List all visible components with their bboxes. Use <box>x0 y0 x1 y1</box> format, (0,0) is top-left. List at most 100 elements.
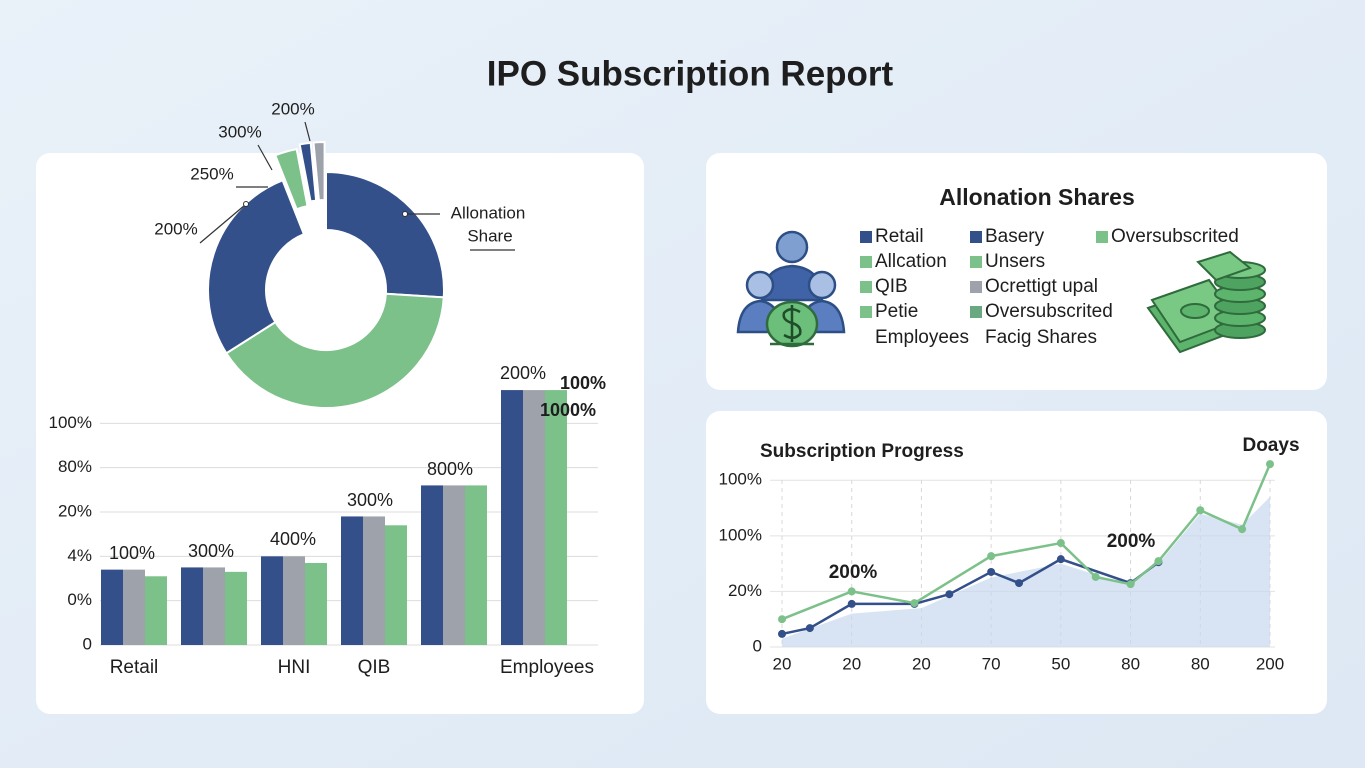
leader-line <box>199 204 246 244</box>
point <box>778 615 786 624</box>
bar <box>341 516 363 645</box>
point <box>987 567 996 576</box>
legend-swatch <box>860 281 872 293</box>
point <box>1126 580 1135 589</box>
y-tick-label: 4% <box>67 546 92 565</box>
y-tick-label: 0 <box>83 634 92 653</box>
bar <box>501 390 523 645</box>
annotation: 1000% <box>540 400 596 420</box>
bar <box>385 525 407 645</box>
x-tick-label: Employees <box>500 657 594 678</box>
legend-label: Oversubscrited <box>1111 226 1239 247</box>
people-icon <box>736 230 846 348</box>
legend-swatch <box>860 306 872 318</box>
annotation: 200% <box>1107 531 1156 552</box>
point <box>945 590 954 599</box>
legend-swatch <box>970 281 982 293</box>
annotation: 100% <box>560 373 606 393</box>
donut-slice <box>312 141 326 202</box>
x-tick-label: QIB <box>358 657 391 678</box>
x-tick-label: 20 <box>842 654 861 673</box>
point <box>1196 506 1205 515</box>
x-tick-label: 80 <box>1191 654 1210 673</box>
bar <box>363 516 385 645</box>
legend-label: Oversubscrited <box>985 301 1113 322</box>
legend-title: Allonation Shares <box>939 184 1135 210</box>
annotation: Doays <box>1242 435 1299 456</box>
x-tick-label: 50 <box>1051 654 1070 673</box>
legend-label: QIB <box>875 276 908 297</box>
point <box>1056 539 1065 548</box>
x-tick-label: 80 <box>1121 654 1140 673</box>
point <box>910 599 919 608</box>
x-tick-label: Retail <box>110 657 159 678</box>
point <box>847 599 856 608</box>
y-tick-label: 100% <box>719 525 762 544</box>
point <box>1015 579 1024 588</box>
x-tick-label: 200 <box>1256 654 1284 673</box>
y-tick-label: 0 <box>753 636 762 655</box>
annotation: 200% <box>154 219 197 238</box>
legend-swatch <box>1096 231 1108 243</box>
annotation: 300% <box>347 490 393 510</box>
annotation: 300% <box>188 541 234 561</box>
donut-slice <box>207 178 306 355</box>
bar <box>203 567 225 645</box>
bar <box>523 390 545 645</box>
x-tick-label: 20 <box>912 654 931 673</box>
annotation: 200% <box>500 363 546 383</box>
area <box>782 496 1270 647</box>
point <box>1056 555 1065 564</box>
point <box>1091 572 1100 581</box>
leader-dot <box>402 211 408 217</box>
bar <box>101 569 123 645</box>
donut-slice <box>274 147 309 211</box>
y-tick-label: 20% <box>58 501 92 520</box>
x-tick-label: 70 <box>982 654 1001 673</box>
annotation: 300% <box>218 122 261 141</box>
point <box>1154 557 1163 566</box>
bar <box>123 569 145 645</box>
point <box>847 587 856 596</box>
leader-dot <box>243 201 249 207</box>
donut-slice <box>325 170 445 299</box>
point <box>1238 525 1247 534</box>
legend-label: Allcation <box>875 251 947 272</box>
y-tick-label: 100% <box>49 413 92 432</box>
leader-line <box>304 121 311 142</box>
donut-slice <box>224 292 445 409</box>
line <box>781 557 1160 636</box>
y-tick-label: 100% <box>719 470 762 489</box>
page-title: IPO Subscription Report <box>487 54 894 93</box>
money-icon <box>1146 250 1266 354</box>
legend-swatch <box>970 306 982 318</box>
annotation: 200% <box>271 99 314 118</box>
bar <box>465 485 487 645</box>
annotation: 200% <box>829 562 878 583</box>
annotation: Share <box>467 226 512 245</box>
legend-label: Petie <box>875 301 918 322</box>
point <box>987 552 996 561</box>
legend-label: Employees <box>875 327 969 348</box>
annotation: 100% <box>109 543 155 563</box>
bar <box>545 390 567 645</box>
legend-swatch <box>860 256 872 268</box>
y-tick-label: 80% <box>58 457 92 476</box>
legend-label: Unsers <box>985 251 1045 272</box>
annotation: 250% <box>190 164 233 183</box>
annotation: 800% <box>427 459 473 479</box>
point <box>1266 460 1274 469</box>
annotation: 400% <box>270 529 316 549</box>
legend-label: Retail <box>875 226 924 247</box>
donut-slice <box>298 141 318 203</box>
bar <box>305 562 327 645</box>
x-tick-label: HNI <box>278 657 311 678</box>
legend-swatch <box>970 231 982 243</box>
legend-label: Facig Shares <box>985 327 1097 348</box>
bar <box>283 556 305 645</box>
annotation: Allonation <box>451 203 526 222</box>
x-tick-label: 20 <box>773 654 792 673</box>
y-tick-label: 0% <box>67 590 92 609</box>
bar <box>443 485 465 645</box>
